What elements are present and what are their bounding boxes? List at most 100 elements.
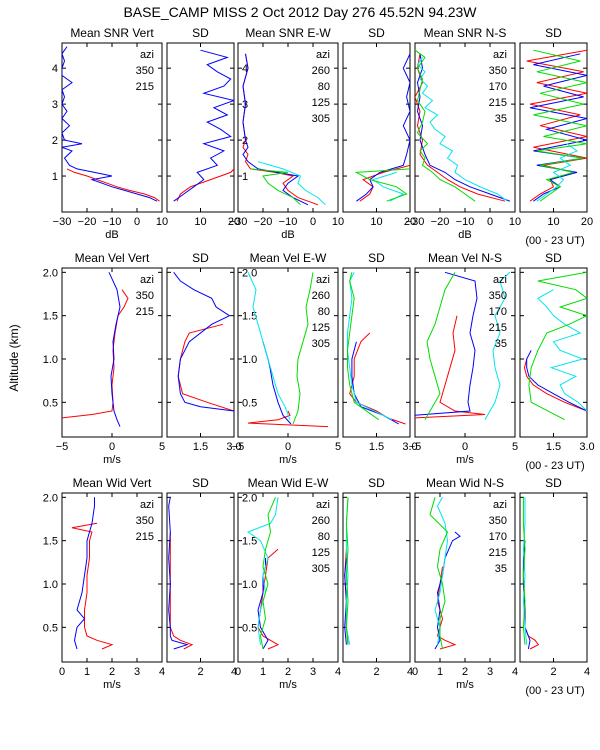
series-line-350 bbox=[66, 168, 160, 202]
legend-entry: 305 bbox=[312, 563, 330, 575]
x-axis-label: dB bbox=[105, 229, 118, 241]
series-line-170 bbox=[526, 350, 587, 412]
x-tick-label: 2 bbox=[109, 666, 115, 678]
series-line-260 bbox=[242, 53, 319, 206]
series-line-170 bbox=[522, 540, 531, 650]
legend-entry: 350 bbox=[136, 515, 154, 527]
series-line-350 bbox=[177, 323, 234, 412]
legend-entry: 350 bbox=[136, 65, 154, 77]
panel-title: Mean SNR Vert bbox=[70, 26, 154, 40]
x-tick-label: 4 bbox=[335, 666, 341, 678]
series-line-305 bbox=[250, 168, 301, 206]
series-line-215 bbox=[537, 289, 587, 412]
series-line-80 bbox=[356, 53, 410, 202]
x-tick-label: −10 bbox=[456, 216, 475, 228]
series-line-305 bbox=[292, 272, 314, 425]
series-line-305 bbox=[259, 497, 276, 650]
panel-snr-ew: Mean SNR E-W−30 −20 −10 0 101234dBazi2608012… bbox=[229, 26, 344, 241]
series-line-305 bbox=[345, 497, 349, 645]
legend-entry: 35 bbox=[495, 113, 507, 125]
y-tick-label: 3 bbox=[52, 99, 58, 111]
legend-entry: 215 bbox=[489, 322, 507, 334]
x-tick-label: 0 bbox=[487, 216, 493, 228]
series-line-350 bbox=[176, 168, 234, 202]
panel-title: Mean Wid E-W bbox=[248, 476, 329, 490]
x-tick-label: −20 bbox=[254, 216, 273, 228]
y-tick-label: 2.0 bbox=[242, 267, 257, 279]
legend-header: azi bbox=[140, 49, 154, 61]
legend-entry: 260 bbox=[312, 515, 330, 527]
y-tick-label: 1.5 bbox=[43, 311, 58, 323]
series-line-170 bbox=[529, 53, 587, 202]
panel-title: SD bbox=[545, 251, 562, 265]
time-note-row3: (00 - 23 UT) bbox=[525, 685, 584, 697]
x-tick-label: 0 bbox=[109, 441, 115, 453]
x-tick-label: 3 bbox=[134, 666, 140, 678]
x-tick-label: 2 bbox=[373, 666, 379, 678]
series-line-125 bbox=[246, 497, 279, 645]
x-tick-label: 1.5 bbox=[193, 441, 208, 453]
legend-entry: 260 bbox=[312, 290, 330, 302]
x-tick-label: 0 bbox=[59, 666, 65, 678]
series-line-305 bbox=[354, 168, 410, 202]
panel-wid-ew: Mean Wid E-W 0 1 2 3 4 0.5 1.0 1.5 2.0 m/s azi 260 80… bbox=[235, 476, 341, 691]
panel-snr-ew-sd: SD 10 20 bbox=[342, 26, 416, 228]
series-line-350 bbox=[526, 49, 587, 202]
y-tick-label: 4 bbox=[242, 63, 248, 75]
x-tick-label: −20 bbox=[431, 216, 450, 228]
panel-vel-vert-sd: SD 1.5 3.0 bbox=[166, 251, 242, 453]
legend-entry: 80 bbox=[318, 531, 330, 543]
x-tick-label: 0 bbox=[310, 216, 316, 228]
legend-entry: 350 bbox=[489, 65, 507, 77]
x-tick-label: 2 bbox=[285, 666, 291, 678]
panel-snr-vert: Mean SNR Vert −30 −20 −10 0 10 1 2 3 4 dB azi 350 215 bbox=[52, 26, 168, 241]
panel-snr-ns: Mean SNR N-S −30 −20 −10 0 10 dB azi 350 170 215 35 bbox=[406, 26, 521, 241]
plot-frame bbox=[342, 492, 411, 663]
panel-title: SD bbox=[368, 251, 385, 265]
panel-snr-ns-sd: SD 10 20 bbox=[519, 26, 593, 228]
legend-header: azi bbox=[493, 499, 507, 511]
legend-header: azi bbox=[316, 49, 330, 61]
legend-header: azi bbox=[316, 499, 330, 511]
x-tick-label: 5 bbox=[512, 441, 518, 453]
x-tick-label: 1.5 bbox=[546, 441, 561, 453]
altitude-axis-label: Altitude (km) bbox=[7, 324, 21, 391]
series-line-35 bbox=[528, 271, 587, 421]
series-line-215 bbox=[173, 49, 234, 202]
series-line-350 bbox=[415, 315, 486, 419]
panel-vel-ew-sd: SD 1.5 3.0 bbox=[342, 251, 418, 453]
panel-wid-vert-sd: SD 2 4 bbox=[166, 476, 237, 678]
x-axis-label: m/s bbox=[456, 454, 474, 466]
x-tick-label: 20 bbox=[581, 216, 593, 228]
y-tick-label: 2.0 bbox=[242, 492, 257, 504]
x-axis-label: m/s bbox=[279, 454, 297, 466]
series-line-125 bbox=[257, 161, 326, 206]
x-tick-label: 0 bbox=[235, 666, 241, 678]
series-line-80 bbox=[242, 53, 309, 206]
x-tick-label: −5 bbox=[232, 441, 245, 453]
legend-entry: 305 bbox=[312, 338, 330, 350]
panel-title: SD bbox=[545, 26, 562, 40]
y-tick-label: 1.5 bbox=[242, 311, 257, 323]
x-tick-label: 1.5 bbox=[369, 441, 384, 453]
x-tick-label: 3 bbox=[310, 666, 316, 678]
legend-header: azi bbox=[493, 49, 507, 61]
figure-title: BASE_CAMP MISS 2 Oct 2012 Day 276 45.52N… bbox=[123, 4, 477, 20]
x-tick-label: 0 bbox=[412, 666, 418, 678]
legend-entry: 170 bbox=[489, 531, 507, 543]
x-axis-label: m/s bbox=[279, 679, 297, 691]
x-tick-label: 3.0 bbox=[579, 441, 594, 453]
x-tick-label: 3 bbox=[487, 666, 493, 678]
series-line-215 bbox=[168, 497, 189, 650]
legend-header: azi bbox=[140, 499, 154, 511]
legend-entry: 125 bbox=[312, 97, 330, 109]
series-line-260 bbox=[349, 332, 406, 425]
y-tick-label: 0.5 bbox=[43, 622, 58, 634]
x-tick-label: 10 bbox=[332, 216, 344, 228]
x-tick-label: 1 bbox=[84, 666, 90, 678]
y-tick-label: 1.5 bbox=[43, 536, 58, 548]
series-line-350 bbox=[169, 532, 194, 650]
y-tick-label: 1.5 bbox=[242, 536, 257, 548]
time-note-row2: (00 - 23 UT) bbox=[525, 460, 584, 472]
series-line-35 bbox=[424, 272, 456, 420]
